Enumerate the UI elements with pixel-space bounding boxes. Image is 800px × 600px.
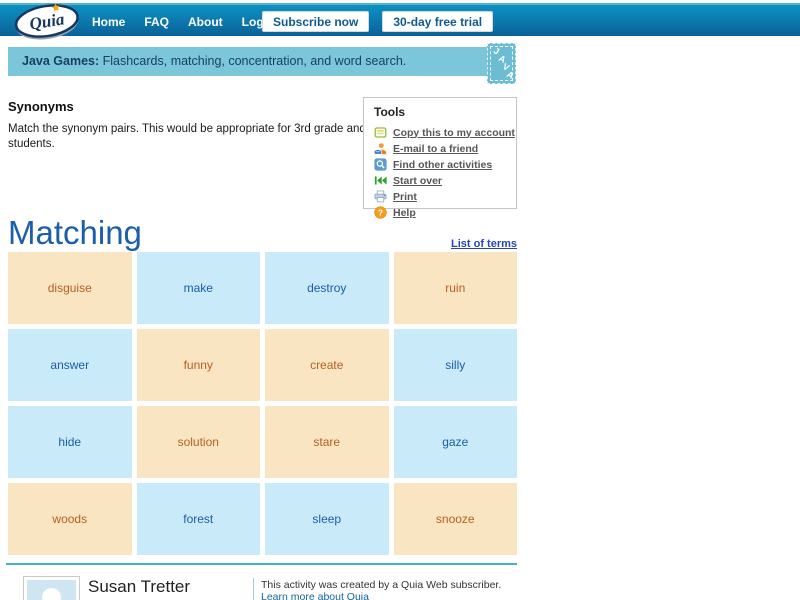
email-icon [374, 143, 387, 155]
activity-description-line2: students. [8, 138, 55, 150]
card-create[interactable]: create [265, 329, 389, 401]
matching-grid: disguise make destroy ruin answer funny … [8, 252, 517, 555]
nav-home[interactable]: Home [92, 14, 126, 29]
card-gaze[interactable]: gaze [393, 406, 517, 478]
tool-help-link[interactable]: Help [393, 206, 416, 219]
card-ruin[interactable]: ruin [393, 252, 517, 324]
card-stare[interactable]: stare [265, 406, 389, 478]
card-disguise[interactable]: disguise [8, 252, 132, 324]
subscriber-note: This activity was created by a Quia Web … [261, 579, 502, 591]
svg-text:?: ? [378, 208, 383, 217]
footer-divider [253, 578, 254, 600]
banner-subtitle: Flashcards, matching, concentration, and… [99, 54, 407, 68]
java-icon: J A V A [487, 43, 516, 84]
card-destroy[interactable]: destroy [265, 252, 389, 324]
card-snooze[interactable]: snooze [393, 483, 517, 555]
tool-start-over-link[interactable]: Start over [393, 174, 443, 187]
activity-description-line1: Match the synonym pairs. This would be a… [8, 123, 395, 135]
nav-about[interactable]: About [188, 14, 223, 29]
card-hide[interactable]: hide [8, 406, 132, 478]
quia-logo-icon: Quia [14, 3, 79, 40]
card-silly[interactable]: silly [393, 329, 517, 401]
card-make[interactable]: make [136, 252, 260, 324]
java-games-banner: Java Games: Flashcards, matching, concen… [8, 47, 488, 76]
top-nav-bar: Home FAQ About Log in Subscribe now 30-d… [0, 3, 800, 36]
divider-rule [6, 563, 517, 565]
tool-print-link[interactable]: Print [393, 190, 417, 203]
activity-description: Match the synonym pairs. This would be a… [8, 122, 395, 152]
tool-copy[interactable]: Copy this to my account [374, 125, 515, 140]
subscribe-button[interactable]: Subscribe now [262, 11, 370, 32]
nav-faq[interactable]: FAQ [144, 14, 170, 29]
learn-more-link[interactable]: Learn more about Quia [261, 591, 369, 600]
star-icon [51, 3, 60, 12]
card-answer[interactable]: answer [8, 329, 132, 401]
tool-email-link[interactable]: E-mail to a friend [393, 142, 479, 155]
print-icon [374, 190, 387, 203]
copy-icon [374, 127, 387, 138]
top-buttons: Subscribe now 30-day free trial [262, 11, 494, 32]
tool-print[interactable]: Print [374, 189, 510, 204]
tool-start-over[interactable]: Start over [374, 173, 510, 188]
card-sleep[interactable]: sleep [265, 483, 389, 555]
author-name: Susan Tretter [88, 577, 191, 596]
card-solution[interactable]: solution [136, 406, 260, 478]
tools-panel: Tools Copy this to my account E-mail to … [363, 97, 517, 219]
card-woods[interactable]: woods [8, 483, 132, 555]
tool-copy-link[interactable]: Copy this to my account [393, 126, 515, 139]
tool-help[interactable]: ? Help [374, 205, 510, 220]
card-forest[interactable]: forest [136, 483, 260, 555]
tool-find-link[interactable]: Find other activities [393, 158, 493, 171]
free-trial-button[interactable]: 30-day free trial [382, 11, 494, 32]
game-title: Matching [8, 214, 142, 251]
tool-email[interactable]: E-mail to a friend [374, 141, 510, 156]
start-over-icon [374, 176, 387, 185]
activity-title: Synonyms [8, 99, 74, 114]
author-avatar [23, 576, 80, 600]
avatar-placeholder-icon [27, 580, 76, 600]
help-icon: ? [374, 206, 387, 219]
find-icon [374, 158, 387, 171]
quia-logo[interactable]: Quia [12, 1, 82, 45]
main-nav: Home FAQ About Log in [92, 5, 278, 38]
card-funny[interactable]: funny [136, 329, 260, 401]
list-of-terms-link[interactable]: List of terms [450, 238, 517, 250]
tools-title: Tools [374, 105, 406, 119]
tool-find[interactable]: Find other activities [374, 157, 510, 172]
banner-title: Java Games: [22, 54, 100, 68]
